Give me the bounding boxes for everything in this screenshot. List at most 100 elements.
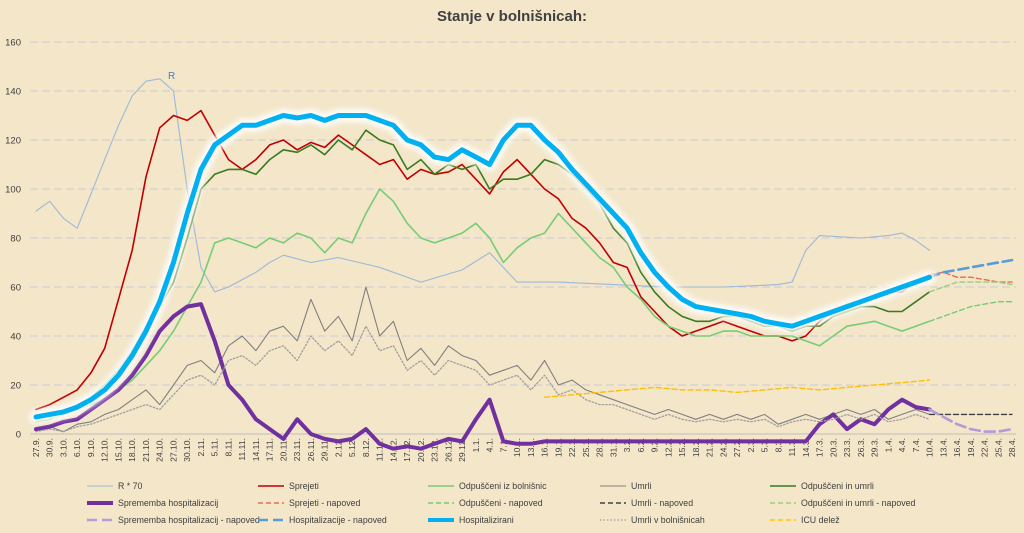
y-tick-label: 40 — [10, 332, 21, 343]
legend-label: Hospitalizirani — [459, 515, 514, 525]
x-tick-label: 15.2. — [677, 438, 687, 457]
x-tick-label: 25.4. — [993, 438, 1003, 457]
series-line-8 — [928, 281, 1013, 293]
x-tick-label: 27.10. — [168, 438, 178, 462]
legend-label: ICU delež — [801, 515, 840, 525]
y-tick-label: 20 — [10, 381, 21, 392]
x-tick-label: 14.11. — [251, 438, 261, 461]
x-tick-label: 1.4. — [883, 438, 893, 452]
x-tick-label: 22.4. — [980, 438, 990, 457]
x-tick-label: 7.4. — [911, 438, 921, 452]
legend-label: Umrli — [631, 481, 652, 491]
x-tick-label: 11.12. — [375, 438, 385, 461]
x-tick-label: 30.10. — [182, 438, 192, 462]
legend-label: Odpuščeni in umrli — [801, 481, 874, 491]
x-tick-label: 26.3. — [856, 438, 866, 457]
x-tick-label: 21.2. — [705, 438, 715, 457]
x-tick-label: 2.11. — [196, 438, 206, 456]
x-tick-label: 10.4. — [925, 438, 935, 457]
legend-label: Sprememba hospitalizacij — [118, 498, 218, 508]
x-tick-label: 5.12. — [347, 438, 357, 457]
x-tick-label: 19.1. — [553, 438, 563, 457]
x-tick-label: 30.9. — [45, 438, 55, 457]
x-tick-label: 18.10. — [127, 438, 137, 462]
x-tick-label: 17.11. — [265, 438, 275, 461]
x-tick-label: 8.12. — [361, 438, 371, 457]
series-line-9 — [34, 302, 932, 451]
series-line-5 — [35, 286, 931, 433]
x-tick-label: 3.10. — [58, 438, 68, 457]
x-tick-label: 5.11. — [210, 438, 220, 456]
x-tick-label: 11.3. — [787, 438, 797, 456]
legend-label: Sprejeti — [289, 481, 319, 491]
series-line-12 — [33, 113, 932, 420]
x-tick-label: 6.2. — [636, 438, 646, 452]
y-tick-label: 60 — [10, 283, 21, 294]
x-tick-label: 15.10. — [113, 438, 123, 462]
x-tick-label: 26.12. — [443, 438, 453, 462]
x-tick-label: 12.10. — [100, 438, 110, 462]
y-axis: 0 20 40 60 80 100 120 140 160 — [5, 38, 21, 441]
series-line-13 — [35, 325, 931, 433]
x-tick-label: 24.10. — [155, 438, 165, 462]
x-tick-label: 4.1. — [485, 438, 495, 452]
series-line-10 — [928, 408, 1014, 433]
series-line-2 — [928, 271, 1013, 283]
x-tick-label: 29.12. — [457, 438, 467, 462]
r-annotation: R — [168, 71, 175, 82]
x-tick-label: 12.2. — [663, 438, 673, 457]
x-tick-label: 17.12. — [402, 438, 412, 462]
x-tick-label: 3.2. — [622, 438, 632, 452]
x-tick-label: 31.1. — [608, 438, 618, 457]
x-tick-label: 29.11. — [320, 438, 330, 461]
legend-label: R * 70 — [118, 481, 143, 491]
x-tick-label: 11.11. — [237, 438, 247, 461]
x-tick-label: 17.3. — [815, 438, 825, 457]
x-tick-label: 1.1. — [471, 438, 481, 452]
x-tick-label: 5.3. — [760, 438, 770, 452]
x-tick-label: 28.1. — [595, 438, 605, 457]
y-tick-label: 120 — [5, 136, 21, 147]
legend-label: Hospitalizacije - napoved — [289, 515, 387, 525]
x-tick-label: 28.4. — [1007, 438, 1017, 457]
x-axis: 27.9. 30.9. 3.10. 6.10. 9.10. 12.10. 15.10. 18.… — [31, 438, 1017, 462]
x-tick-label: 10.1. — [512, 438, 522, 457]
x-tick-label: 9.2. — [650, 438, 660, 452]
legend: R * 70 Sprejeti Odpuščeni iz bolnišnic Umrl… — [87, 481, 916, 525]
x-tick-label: 24.2. — [718, 438, 728, 457]
y-tick-label: 80 — [10, 234, 21, 245]
x-tick-label: 8.11. — [223, 438, 233, 456]
legend-label: Odpuščeni iz bolnišnic — [459, 481, 547, 491]
x-tick-label: 29.3. — [870, 438, 880, 457]
x-tick-label: 23.12. — [430, 438, 440, 462]
x-tick-label: 20.11. — [278, 438, 288, 461]
x-tick-label: 2.12. — [333, 438, 343, 457]
x-tick-label: 13.1. — [526, 438, 536, 457]
series-line-3 — [35, 188, 931, 423]
y-tick-label: 140 — [5, 87, 21, 98]
x-tick-label: 27.2. — [732, 438, 742, 457]
x-tick-label: 19.4. — [966, 438, 976, 457]
series-layer — [29, 78, 1014, 451]
series-line-1 — [35, 109, 931, 411]
x-tick-label: 2.3. — [746, 438, 756, 452]
x-tick-label: 4.4. — [897, 438, 907, 452]
series-line-4 — [928, 301, 1013, 322]
x-tick-label: 23.3. — [842, 438, 852, 457]
x-tick-label: 25.1. — [581, 438, 591, 457]
x-tick-label: 22.1. — [567, 438, 577, 457]
x-tick-label: 9.10. — [86, 438, 96, 457]
x-tick-label: 23.11. — [292, 438, 302, 461]
chart-title: Stanje v bolnišnicah: — [437, 8, 587, 25]
legend-label: Sprememba hospitalizacij - napoved — [118, 515, 260, 525]
x-tick-label: 21.10. — [141, 438, 151, 462]
x-tick-label: 8.3. — [773, 438, 783, 452]
y-tick-label: 100 — [5, 185, 21, 196]
legend-label: Sprejeti - napoved — [289, 498, 361, 508]
legend-label: Umrli v bolnišnicah — [631, 515, 705, 525]
x-tick-label: 26.11. — [306, 438, 316, 461]
x-tick-label: 13.4. — [938, 438, 948, 457]
legend-label: Odpuščeni in umrli - napoved — [801, 498, 916, 508]
x-tick-label: 20.3. — [828, 438, 838, 457]
